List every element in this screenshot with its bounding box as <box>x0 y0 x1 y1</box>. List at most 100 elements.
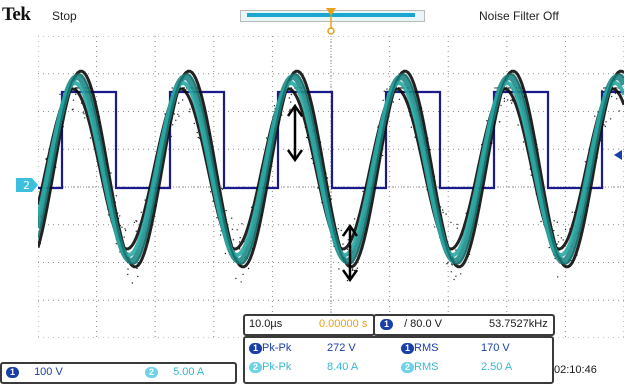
noise-dot <box>236 229 238 231</box>
waveform-graticule[interactable] <box>38 36 624 338</box>
ch2-badge: 2 <box>145 366 158 378</box>
trigger-position-icon[interactable] <box>325 7 337 37</box>
noise-dot <box>494 87 496 89</box>
acquisition-state[interactable]: Stop <box>52 9 77 23</box>
meas4-label: RMS <box>414 361 439 373</box>
noise-dot <box>123 236 125 238</box>
noise-dot <box>604 125 606 128</box>
horizontal-readout[interactable]: 10.0µs 0.00000 s <box>243 314 375 336</box>
meas3-label: Pk-Pk <box>262 361 292 373</box>
noise-dot <box>562 239 564 241</box>
ch2-scale-value: 5.00 A <box>173 366 205 378</box>
noise-dot <box>346 248 349 250</box>
noise-dot <box>571 211 573 213</box>
noise-dot <box>177 113 179 116</box>
noise-dot <box>564 228 567 231</box>
lower-arrow-icon-head-down <box>341 269 359 283</box>
clock: 02:10:46 <box>554 364 597 376</box>
noise-dot <box>135 220 137 222</box>
ch1-scale-value: 100 V <box>34 366 63 378</box>
noise-dot <box>232 239 235 241</box>
noise-dot <box>340 229 342 232</box>
ch2-scale[interactable]: 2 5.00 A <box>145 366 204 378</box>
noise-dot <box>76 87 78 89</box>
noise-filter-status[interactable]: Noise Filter Off <box>479 9 559 23</box>
noise-dot <box>594 115 596 117</box>
noise-dot <box>133 221 136 224</box>
noise-dot <box>110 172 112 174</box>
upper-arrow-icon-head-up <box>286 103 304 117</box>
noise-dot <box>347 239 349 241</box>
noise-dot <box>220 230 222 232</box>
noise-dot <box>239 237 241 239</box>
noise-dot <box>224 252 227 255</box>
noise-dot <box>556 221 558 223</box>
channel-scale-box[interactable]: 1 100 V 2 5.00 A <box>0 362 237 384</box>
ch1-scale[interactable]: 1 100 V <box>6 366 63 378</box>
noise-dot <box>522 141 525 143</box>
noise-dot <box>605 121 607 123</box>
lower-arrow-icon-head-up <box>341 223 359 237</box>
noise-dot <box>352 268 354 270</box>
noise-dot <box>127 268 129 270</box>
ch2-sine-waveform-layer <box>38 81 624 257</box>
noise-dot <box>310 157 313 160</box>
meas-ch2-rms: 2 RMS <box>401 361 438 373</box>
noise-dot <box>119 215 121 217</box>
ch2-ground-marker[interactable]: 2 <box>15 177 39 197</box>
noise-dot <box>382 99 384 101</box>
noise-dot <box>135 230 137 232</box>
noise-dot <box>121 226 123 228</box>
noise-dot <box>83 113 85 115</box>
noise-dot <box>183 87 186 89</box>
noise-dot <box>231 217 233 219</box>
noise-dot <box>115 243 118 245</box>
meas1-badge: 1 <box>249 342 262 354</box>
noise-dot <box>450 221 452 224</box>
noise-dot <box>164 113 166 115</box>
noise-dot <box>386 88 388 90</box>
noise-dot <box>173 113 176 115</box>
noise-dot <box>84 117 86 119</box>
noise-dot <box>557 234 559 237</box>
noise-dot <box>351 269 354 271</box>
meas2-badge: 1 <box>401 342 414 354</box>
meas4-value: 2.50 A <box>481 361 513 373</box>
noise-dot <box>492 142 494 144</box>
noise-dot <box>221 187 223 190</box>
ch1-level-marker-icon <box>614 150 622 160</box>
noise-dot <box>182 99 184 101</box>
noise-dot <box>115 195 118 197</box>
noise-dot <box>196 131 198 134</box>
noise-dot <box>242 273 244 276</box>
noise-dot <box>170 135 172 138</box>
noise-dot <box>289 108 291 111</box>
noise-dot <box>603 124 605 126</box>
noise-dot <box>540 220 542 223</box>
trigger-readout[interactable]: 1 / 80.0 V 53.7527kHz <box>373 314 555 336</box>
noise-dot <box>239 248 241 250</box>
noise-dot <box>456 227 458 229</box>
noise-dot <box>290 93 293 96</box>
noise-dot <box>353 218 356 220</box>
noise-dot <box>82 111 84 114</box>
noise-dot <box>603 87 605 89</box>
noise-dot <box>240 281 242 283</box>
noise-dot <box>362 190 364 193</box>
noise-dot <box>189 111 191 113</box>
noise-dot <box>337 228 339 230</box>
noise-dot <box>553 220 555 222</box>
noise-dot <box>193 122 195 125</box>
noise-dot <box>75 93 77 95</box>
noise-dot <box>398 98 401 100</box>
noise-dot <box>238 241 241 243</box>
noise-dot <box>503 100 506 102</box>
noise-dot <box>189 108 191 110</box>
meas4-badge: 2 <box>401 361 414 373</box>
meas3-badge: 2 <box>249 361 262 373</box>
noise-dot <box>486 120 488 122</box>
meas-ch2-pkpk: 2 Pk-Pk <box>249 361 291 373</box>
noise-dot <box>503 97 506 100</box>
